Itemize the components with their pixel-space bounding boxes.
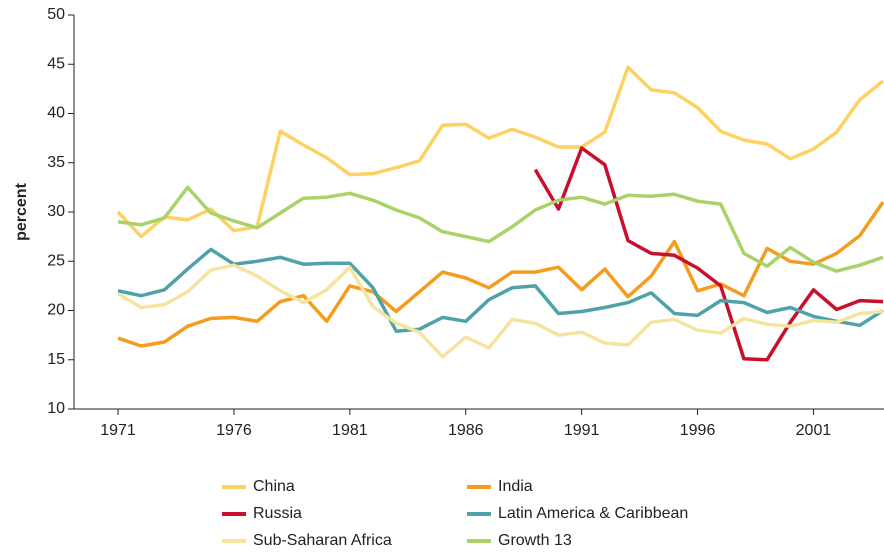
legend-label: Latin America & Caribbean: [498, 505, 688, 522]
y-axis-label: percent: [13, 182, 30, 240]
x-tick-label: 1981: [332, 422, 368, 439]
series-line: [117, 247, 884, 333]
y-tick-label: 45: [47, 55, 65, 72]
y-tick-label: 20: [47, 302, 65, 319]
x-tick-label: 2001: [796, 422, 832, 439]
legend-label: Sub-Saharan Africa: [253, 532, 392, 549]
x-tick-label: 1996: [680, 422, 716, 439]
legend-label: Growth 13: [498, 532, 572, 549]
plot-lines: [116, 65, 884, 362]
legend-label: China: [253, 478, 295, 495]
series-line: [117, 263, 884, 359]
y-tick-label: 25: [47, 252, 65, 269]
legend-label: India: [498, 478, 533, 495]
y-tick-label: 15: [47, 351, 65, 368]
x-tick-label: 1986: [448, 422, 484, 439]
x-tick-label: 1971: [100, 422, 136, 439]
y-tick-label: 35: [47, 154, 65, 171]
series-line: [117, 201, 884, 348]
x-tick-label: 1976: [216, 422, 252, 439]
series-line: [533, 146, 884, 362]
y-tick-label: 10: [47, 400, 65, 417]
series-line: [117, 185, 884, 273]
legend-label: Russia: [253, 505, 302, 522]
series-line: [116, 65, 884, 239]
x-tick-label: 1991: [564, 422, 600, 439]
y-tick-label: 30: [47, 203, 65, 220]
y-tick-label: 40: [47, 105, 65, 122]
y-tick-label: 50: [47, 6, 65, 23]
